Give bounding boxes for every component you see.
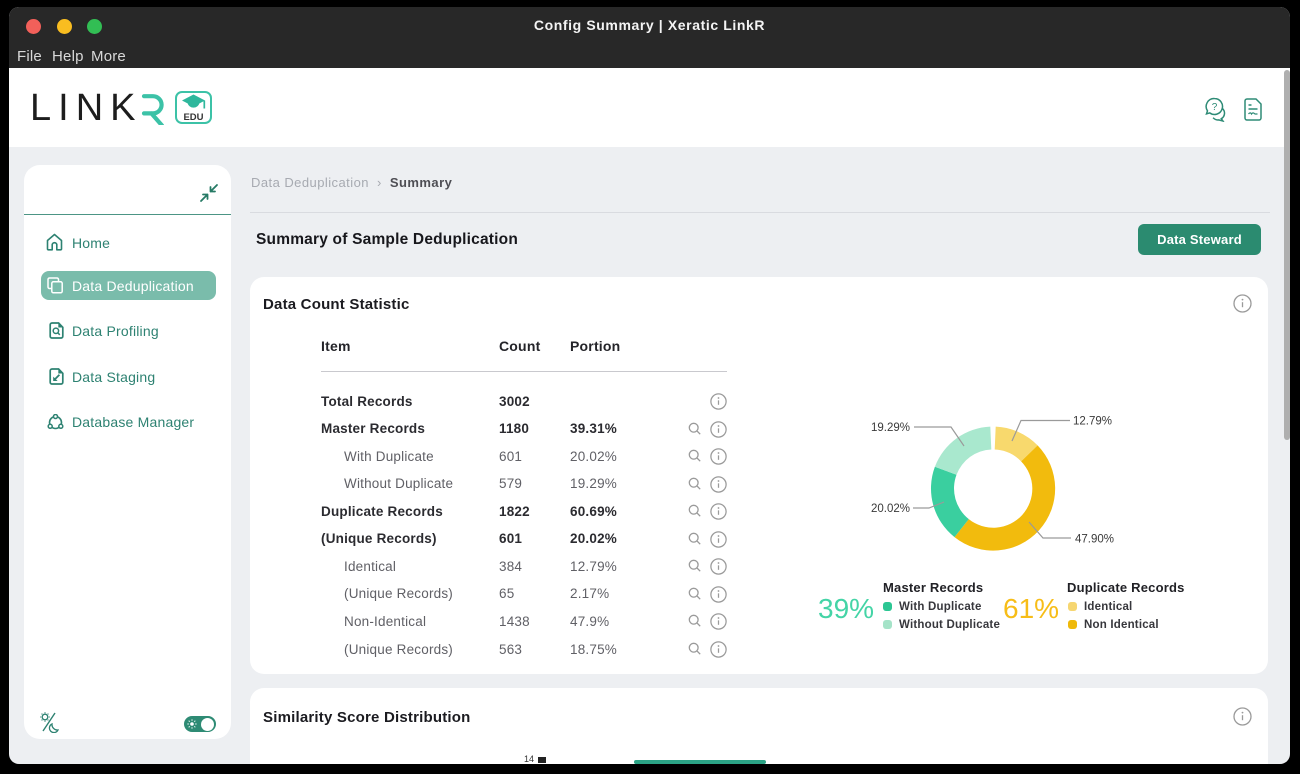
svg-text:47.90%: 47.90% [1075, 534, 1114, 546]
svg-text:EDU: EDU [183, 112, 203, 123]
svg-text:?: ? [1212, 102, 1218, 113]
svg-text:19.29%: 19.29% [871, 422, 910, 434]
svg-text:12.79%: 12.79% [1073, 416, 1112, 428]
svg-text:20.02%: 20.02% [871, 503, 910, 515]
